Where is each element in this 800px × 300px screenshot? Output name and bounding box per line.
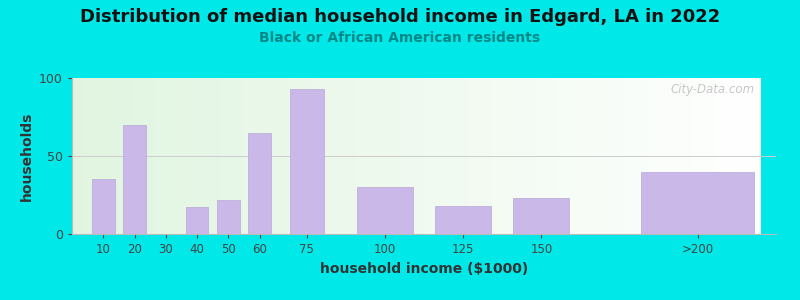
Bar <box>123 125 146 234</box>
Bar <box>513 198 570 234</box>
Text: Black or African American residents: Black or African American residents <box>259 32 541 46</box>
Bar <box>186 208 209 234</box>
Bar <box>435 206 491 234</box>
Bar <box>290 89 323 234</box>
Bar <box>92 179 114 234</box>
Text: City-Data.com: City-Data.com <box>670 83 755 96</box>
Y-axis label: households: households <box>19 111 34 201</box>
Text: Distribution of median household income in Edgard, LA in 2022: Distribution of median household income … <box>80 8 720 26</box>
Bar <box>357 187 413 234</box>
X-axis label: household income ($1000): household income ($1000) <box>320 262 528 276</box>
Bar <box>217 200 240 234</box>
Bar <box>642 172 754 234</box>
Bar <box>249 133 271 234</box>
